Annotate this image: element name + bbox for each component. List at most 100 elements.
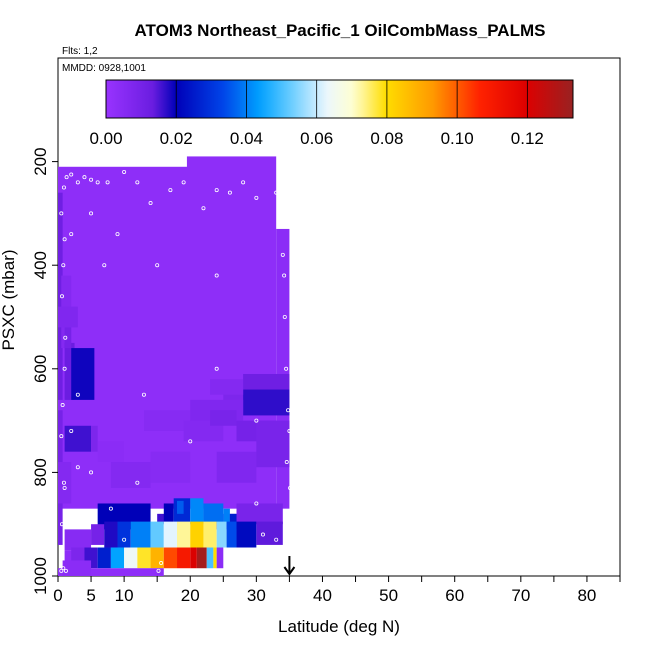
sample-points (59, 169, 293, 573)
sample-point (141, 392, 146, 397)
sample-point (168, 188, 173, 193)
heatmap-cell (163, 547, 178, 569)
sample-point (155, 263, 160, 268)
sample-point (82, 175, 87, 180)
sample-point (286, 408, 291, 413)
sample-point (62, 366, 67, 371)
heatmap-cell (177, 547, 191, 569)
sample-point (274, 537, 279, 542)
heatmap-cell (216, 451, 257, 483)
heatmap-cell (177, 500, 184, 514)
heatmap-cell (91, 425, 98, 452)
sample-point (254, 501, 259, 506)
sample-point (61, 566, 66, 571)
colorbar-ticks: 0.00 0.02 0.04 0.06 0.08 0.10 0.12 (89, 80, 544, 148)
sample-point (254, 195, 259, 200)
heatmap-cell (256, 521, 283, 545)
sample-point (260, 532, 265, 537)
heatmap-cell (206, 547, 214, 569)
sample-point (59, 434, 64, 439)
sample-point (284, 366, 289, 371)
heatmap-cell (226, 521, 237, 548)
heatmap-cell (130, 521, 151, 548)
sample-point (284, 460, 289, 465)
sample-point (62, 237, 67, 242)
sample-point (214, 188, 219, 193)
sample-point (135, 180, 140, 185)
heatmap-cell (64, 327, 72, 349)
sample-point (148, 201, 153, 206)
sample-point (288, 485, 293, 490)
heatmap-cell (229, 513, 237, 525)
sample-point (241, 180, 246, 185)
sample-point (279, 211, 284, 216)
heatmap-cell (177, 521, 191, 548)
heatmap-cell (150, 451, 191, 483)
heatmap-cell (203, 521, 217, 548)
dates-label: MMDD: 0928,1001 (62, 63, 146, 74)
sample-point (95, 180, 100, 185)
sample-point (61, 185, 66, 190)
heatmap-cell (64, 425, 92, 452)
sample-point (159, 561, 164, 566)
sample-point (135, 480, 140, 485)
heatmap-cell (71, 348, 95, 400)
sample-point (75, 180, 80, 185)
sample-point (75, 392, 80, 397)
sample-point (274, 190, 279, 195)
colorbar-tick-label: 0.04 (230, 129, 263, 148)
colorbar-tick-label: 0.10 (441, 129, 474, 148)
sample-point (156, 568, 161, 573)
x-axis-label: Latitude (deg N) (278, 617, 400, 636)
sample-point (280, 252, 285, 257)
sample-point (254, 418, 259, 423)
sample-point (89, 177, 94, 182)
sample-point (64, 175, 69, 180)
x-tick-label: 20 (181, 586, 200, 605)
sample-point (227, 190, 232, 195)
sample-point (102, 263, 107, 268)
heatmap-cell (110, 547, 125, 569)
heatmap-cell (216, 521, 227, 548)
sample-point (69, 428, 74, 433)
heatmap-cell (256, 420, 290, 468)
colorbar-tick-label: 0.08 (370, 129, 403, 148)
sample-point (122, 537, 127, 542)
x-tick-label: 0 (53, 586, 62, 605)
y-tick-label: 1000 (31, 557, 50, 595)
heatmap-cell (91, 524, 105, 545)
heatmap-cell (203, 503, 224, 525)
sample-point (62, 485, 67, 490)
heatmap-cell (236, 521, 257, 548)
x-tick-label: 30 (247, 586, 266, 605)
sample-point (181, 180, 186, 185)
sample-point (214, 366, 219, 371)
y-tick-label: 400 (31, 251, 50, 279)
sample-point (61, 263, 66, 268)
heatmap-cell (64, 342, 75, 400)
sample-point (69, 232, 74, 237)
y-axis-label: PSXC (mbar) (0, 249, 18, 350)
sample-point (59, 568, 64, 573)
heatmap-cell (137, 547, 151, 569)
sample-point (60, 403, 65, 408)
colorbar-tick-label: 0.02 (160, 129, 193, 148)
heatmap-cell (124, 547, 138, 569)
sample-point (105, 180, 110, 185)
sample-point (287, 428, 292, 433)
heatmap-cell (213, 547, 217, 569)
sample-point (63, 335, 68, 340)
x-tick-label: 40 (313, 586, 332, 605)
arrow-head (283, 566, 296, 576)
y-axis: 200 400 600 800 1000 (31, 147, 58, 595)
x-tick-label: 5 (86, 586, 95, 605)
x-tick-label: 10 (115, 586, 134, 605)
sample-point (115, 232, 120, 237)
heatmap-cell (196, 547, 207, 569)
sample-point (89, 470, 94, 475)
sample-point (59, 522, 64, 527)
y-tick-label: 600 (31, 355, 50, 383)
sample-point (108, 506, 113, 511)
x-axis: 0 5 10 20 30 40 50 60 70 80 (53, 576, 621, 605)
heatmap-cell (223, 508, 230, 525)
